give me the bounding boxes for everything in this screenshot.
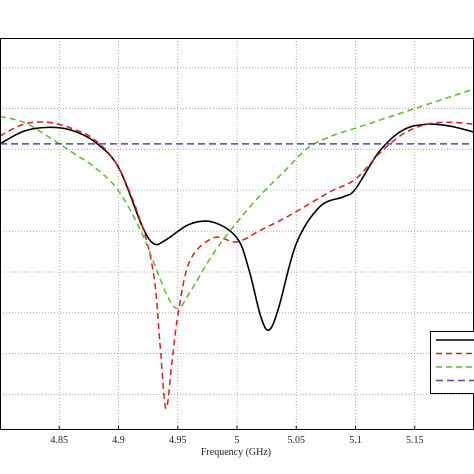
series-line-0 bbox=[0, 123, 474, 332]
x-tick-label-6: 5.15 bbox=[406, 435, 424, 446]
x-tick-label-2: 4.95 bbox=[169, 435, 187, 446]
series-line-1 bbox=[0, 121, 474, 410]
x-tick-label-5: 5.1 bbox=[349, 435, 362, 446]
legend-box bbox=[430, 331, 474, 394]
x-tick-label-3: 5 bbox=[235, 435, 240, 446]
x-axis-label: Frequency (GHz) bbox=[201, 447, 271, 458]
x-tick-label-4: 5.05 bbox=[288, 435, 306, 446]
series-line-2 bbox=[0, 88, 474, 310]
grid bbox=[0, 38, 474, 430]
x-ticks: 4.85 4.9 4.95 5 5.05 5.1 5.15 bbox=[51, 426, 424, 446]
legend bbox=[430, 331, 474, 394]
x-tick-label-1: 4.9 bbox=[112, 435, 125, 446]
x-tick-label-0: 4.85 bbox=[51, 435, 69, 446]
series-layer bbox=[0, 88, 474, 410]
